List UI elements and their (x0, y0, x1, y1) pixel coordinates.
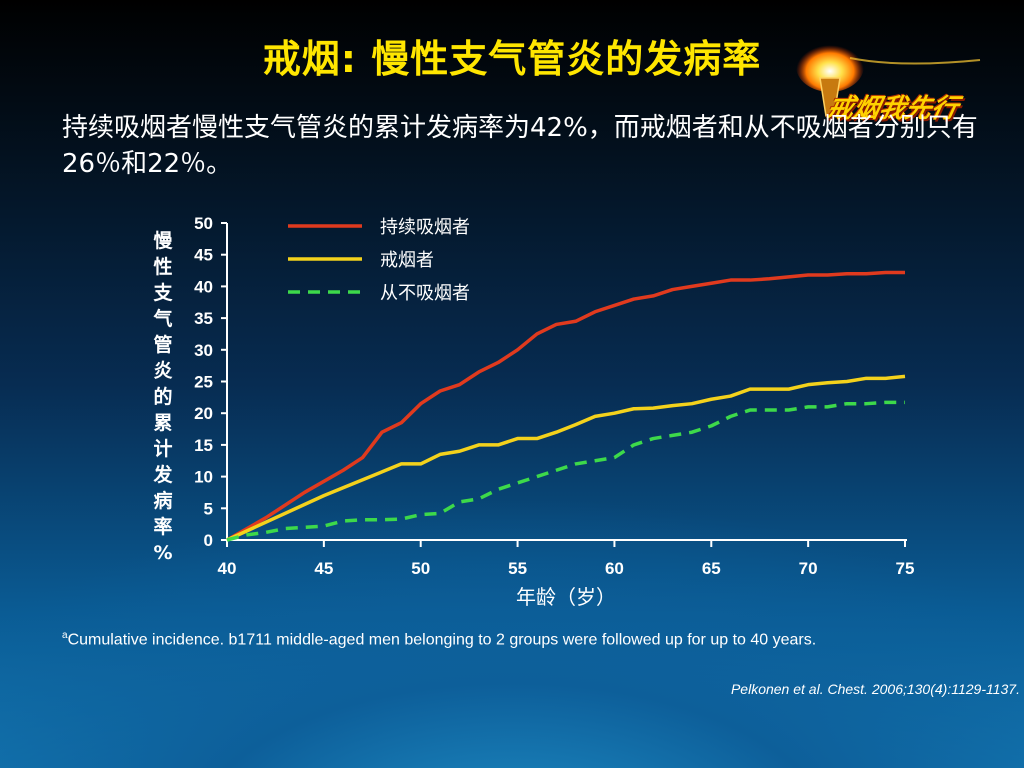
y-axis-label-char: % (153, 542, 173, 564)
y-axis-label: 慢性支气管炎的累计发病率% (150, 228, 176, 566)
y-axis-label-char: 的 (153, 386, 173, 408)
y-tick-label: 20 (194, 404, 213, 423)
x-tick-label: 55 (508, 559, 527, 578)
y-axis-label-char: 炎 (153, 360, 173, 382)
y-tick-label: 30 (194, 341, 213, 360)
x-tick-label: 65 (702, 559, 721, 578)
x-tick-label: 40 (218, 559, 237, 578)
footnote: aCumulative incidence. b1711 middle-aged… (62, 630, 816, 649)
subtitle: 持续吸烟者慢性支气管炎的累计发病率为42%，而戒烟者和从不吸烟者分别只有26％和… (62, 113, 978, 179)
x-tick-label: 70 (799, 559, 818, 578)
x-tick-label: 45 (314, 559, 333, 578)
x-tick-label: 75 (896, 559, 915, 578)
y-tick-label: 45 (194, 246, 213, 265)
y-axis-label-char: 率 (153, 516, 173, 538)
footnote-marker: a (62, 630, 68, 641)
legend-label-2: 戒烟者 (380, 250, 434, 270)
footnote-text: Cumulative incidence. b1711 middle-aged … (67, 631, 817, 649)
y-axis-label-char: 发 (153, 464, 173, 486)
y-tick-label: 50 (194, 214, 213, 233)
y-tick-label: 5 (204, 499, 213, 518)
y-axis-label-char: 气 (153, 308, 173, 330)
x-tick-label: 60 (605, 559, 624, 578)
y-axis-label-char: 性 (153, 256, 173, 278)
slide-title: 戒烟: 慢性支气管炎的发病率 (262, 37, 762, 81)
series-line-2 (226, 374, 906, 542)
x-axis-label: 年龄（岁） (516, 586, 616, 609)
legend-label-3: 从不吸烟者 (380, 283, 470, 303)
y-axis-label-char: 计 (153, 438, 173, 460)
series-line-1 (226, 270, 905, 542)
torch-icon (796, 40, 981, 117)
legend-label-1: 持续吸烟者 (380, 217, 470, 237)
y-axis-label-char: 慢 (153, 230, 173, 252)
y-tick-label: 0 (204, 531, 213, 550)
y-tick-label: 25 (194, 373, 213, 392)
y-tick-label: 10 (194, 468, 213, 487)
y-tick-label: 35 (194, 309, 213, 328)
y-tick-label: 40 (194, 277, 213, 296)
y-axis-label-char: 病 (153, 490, 173, 512)
y-tick-label: 15 (194, 436, 213, 455)
logo: 戒烟我先行 (790, 38, 990, 128)
series-line-3 (226, 400, 905, 542)
y-axis-label-char: 累 (153, 412, 173, 434)
citation: Pelkonen et al. Chest. 2006;130(4):1129-… (730, 681, 1020, 697)
y-axis-label-char: 支 (153, 282, 173, 304)
y-axis-label-char: 管 (153, 334, 173, 356)
x-tick-label: 50 (411, 559, 430, 578)
